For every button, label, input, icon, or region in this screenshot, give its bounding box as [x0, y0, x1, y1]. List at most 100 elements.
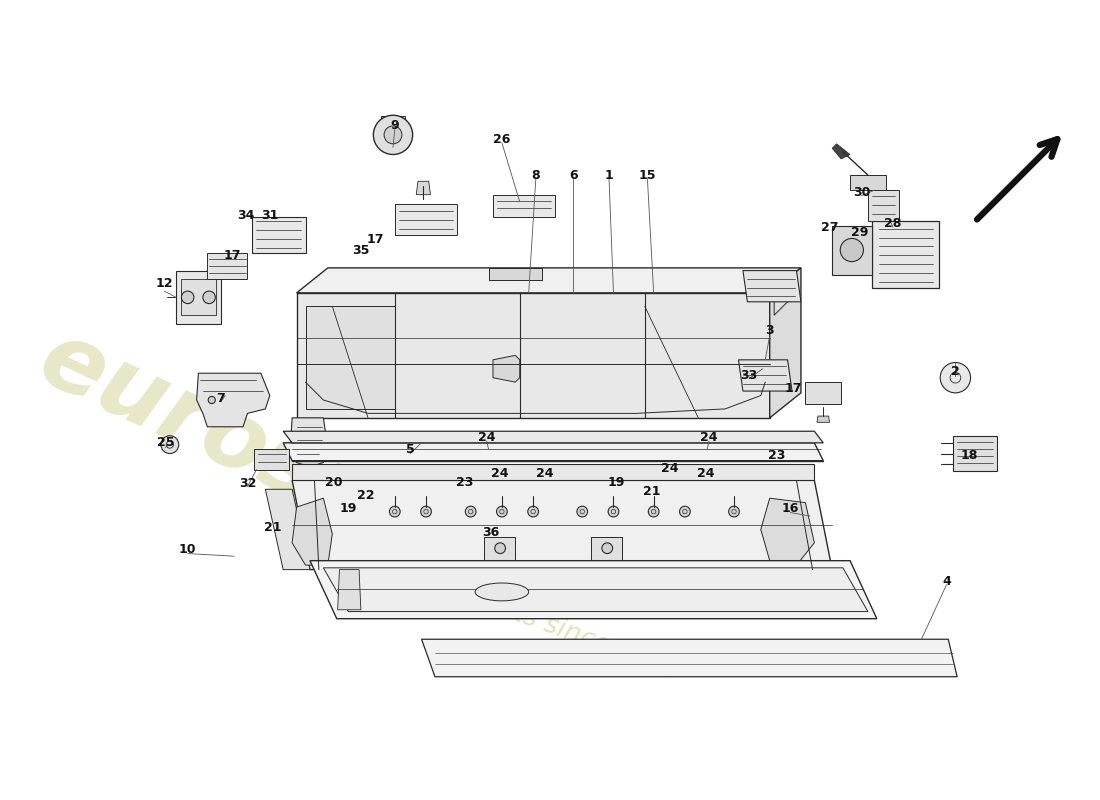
Polygon shape [421, 639, 957, 677]
Text: eurospares: eurospares [24, 312, 605, 648]
Polygon shape [872, 222, 939, 289]
Polygon shape [742, 270, 801, 302]
Polygon shape [338, 570, 361, 610]
Text: 29: 29 [851, 226, 869, 238]
Circle shape [576, 506, 587, 517]
Text: 36: 36 [483, 526, 499, 538]
Circle shape [202, 291, 216, 303]
Text: 17: 17 [223, 249, 241, 262]
Polygon shape [297, 293, 770, 418]
Text: 16: 16 [782, 502, 799, 515]
Polygon shape [382, 116, 405, 123]
Polygon shape [493, 355, 520, 382]
Text: 5: 5 [406, 443, 415, 457]
Circle shape [940, 362, 970, 393]
Circle shape [161, 436, 179, 454]
Text: 10: 10 [179, 543, 197, 557]
Text: 28: 28 [884, 217, 902, 230]
Polygon shape [591, 537, 623, 561]
Text: 3: 3 [766, 324, 774, 337]
Text: 33: 33 [740, 369, 758, 382]
Text: 24: 24 [701, 431, 718, 444]
Text: 27: 27 [821, 222, 838, 234]
Text: 15: 15 [639, 169, 657, 182]
Circle shape [602, 543, 613, 554]
Text: 17: 17 [785, 382, 803, 395]
Text: 7: 7 [217, 392, 226, 405]
Polygon shape [306, 306, 395, 409]
Text: 24: 24 [696, 466, 714, 480]
Polygon shape [310, 561, 877, 618]
Polygon shape [252, 217, 306, 253]
Text: 26: 26 [493, 133, 510, 146]
Polygon shape [197, 374, 270, 426]
Polygon shape [265, 490, 310, 570]
Polygon shape [323, 568, 868, 611]
Polygon shape [293, 464, 814, 480]
Text: 34: 34 [236, 209, 254, 222]
Text: 19: 19 [607, 476, 625, 489]
Circle shape [465, 506, 476, 517]
Circle shape [648, 506, 659, 517]
Polygon shape [395, 204, 458, 235]
Polygon shape [833, 226, 872, 275]
Text: 23: 23 [455, 476, 473, 489]
Polygon shape [833, 144, 850, 159]
Circle shape [182, 291, 194, 303]
Text: 22: 22 [358, 489, 375, 502]
Polygon shape [207, 253, 248, 279]
Polygon shape [774, 275, 796, 315]
Polygon shape [850, 175, 886, 190]
Circle shape [728, 506, 739, 517]
Text: 24: 24 [478, 431, 495, 444]
Polygon shape [416, 182, 430, 194]
Polygon shape [770, 268, 801, 418]
Text: 24: 24 [661, 462, 679, 475]
Text: 21: 21 [264, 521, 282, 534]
Text: 30: 30 [852, 186, 870, 198]
Polygon shape [868, 190, 899, 222]
Polygon shape [493, 194, 556, 217]
Text: a passion for parts since 1965: a passion for parts since 1965 [301, 525, 684, 686]
Polygon shape [254, 449, 289, 470]
Polygon shape [297, 268, 801, 293]
Polygon shape [293, 498, 332, 565]
Circle shape [840, 238, 864, 262]
Circle shape [608, 506, 619, 517]
Circle shape [680, 506, 691, 517]
Polygon shape [283, 431, 823, 443]
Text: 35: 35 [352, 245, 370, 258]
Circle shape [384, 126, 402, 144]
Text: 6: 6 [569, 169, 578, 182]
Text: 25: 25 [156, 436, 174, 450]
Ellipse shape [475, 583, 529, 601]
Polygon shape [488, 268, 542, 280]
Text: 32: 32 [239, 477, 256, 490]
Circle shape [495, 543, 506, 554]
Polygon shape [953, 436, 998, 471]
Text: 17: 17 [366, 233, 384, 246]
Text: 4: 4 [942, 574, 950, 588]
Text: 31: 31 [261, 209, 278, 222]
Text: 19: 19 [340, 502, 358, 515]
Text: 8: 8 [531, 169, 540, 182]
Text: 1: 1 [605, 169, 614, 182]
Circle shape [420, 506, 431, 517]
Circle shape [528, 506, 539, 517]
Circle shape [208, 397, 216, 403]
Text: 2: 2 [952, 365, 960, 378]
Text: 9: 9 [390, 119, 399, 133]
Text: 23: 23 [768, 449, 785, 462]
Polygon shape [176, 270, 221, 324]
Polygon shape [293, 480, 833, 570]
Circle shape [389, 506, 400, 517]
Polygon shape [290, 418, 328, 467]
Polygon shape [484, 537, 515, 561]
Text: 12: 12 [156, 278, 173, 290]
Text: 18: 18 [960, 449, 978, 462]
Polygon shape [738, 360, 792, 391]
Polygon shape [180, 279, 217, 315]
Text: 21: 21 [644, 486, 661, 498]
Polygon shape [817, 416, 829, 422]
Polygon shape [283, 443, 823, 461]
